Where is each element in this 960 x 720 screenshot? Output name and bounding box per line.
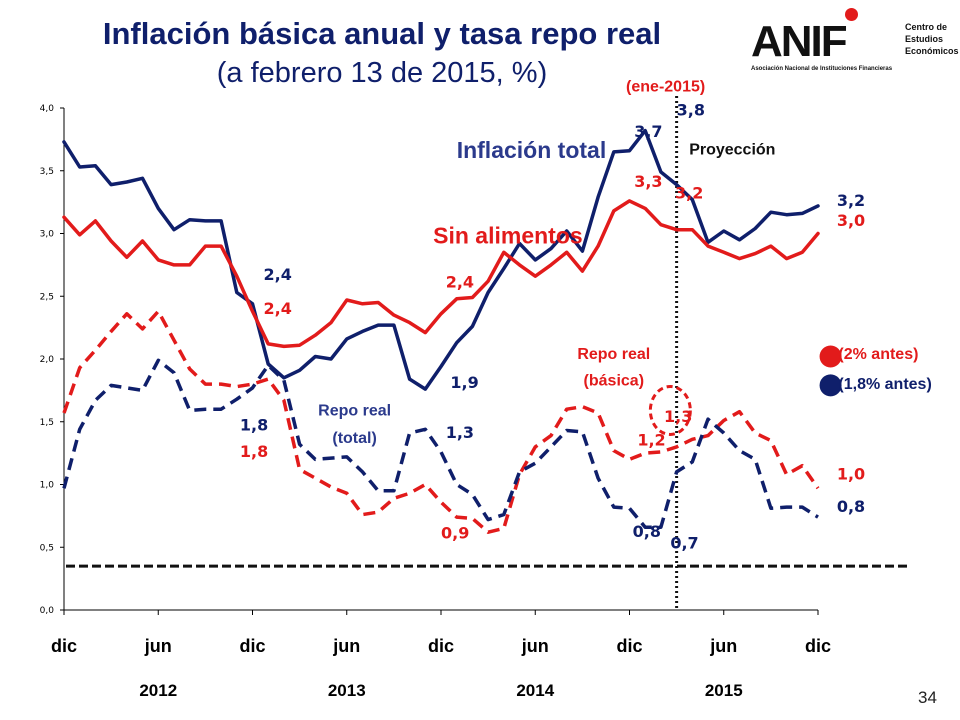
data-label: 1,3 xyxy=(664,407,692,426)
x-tick-label: dic xyxy=(428,636,454,656)
data-label: 0,8 xyxy=(837,497,865,516)
series-line-0 xyxy=(62,128,820,391)
data-label: 3,2 xyxy=(675,183,703,202)
x-tick-label: jun xyxy=(144,636,172,656)
annotation: (2% antes) xyxy=(838,346,918,363)
data-label: 3,2 xyxy=(837,191,865,210)
annotation: Repo real xyxy=(577,346,650,363)
data-label: 0,8 xyxy=(633,522,661,541)
year-label: 2012 xyxy=(139,681,177,700)
y-tick-label: 1,0 xyxy=(40,481,55,491)
highlight-circle xyxy=(648,384,692,436)
logo-mark: ANIF xyxy=(751,17,848,66)
annotation: Sin alimentos xyxy=(433,223,583,249)
data-label: 1,8 xyxy=(240,416,268,435)
annotation: Inflación total xyxy=(457,137,607,163)
data-label: 2,4 xyxy=(446,272,474,291)
x-tick-label: dic xyxy=(805,636,831,656)
y-tick-label: 1,5 xyxy=(40,418,54,428)
legend-marker-1 xyxy=(819,374,842,397)
year-label: 2015 xyxy=(705,681,743,700)
data-label: 1,3 xyxy=(446,423,474,442)
legend-marker-0 xyxy=(819,345,842,368)
y-tick-label: 0,0 xyxy=(40,606,55,616)
data-label: 1,0 xyxy=(837,464,865,483)
y-tick-label: 3,0 xyxy=(40,230,55,240)
series-line-2 xyxy=(62,309,820,534)
data-label: 3,0 xyxy=(837,211,865,230)
year-label: 2013 xyxy=(328,681,366,700)
data-label: 1,9 xyxy=(450,373,478,392)
data-label: 2,4 xyxy=(263,265,291,284)
anif-logo: ANIF Asociación Nacional de Institucione… xyxy=(745,8,959,76)
data-label: 3,8 xyxy=(677,101,705,120)
y-tick-label: 2,0 xyxy=(40,355,55,365)
x-tick-label: jun xyxy=(709,636,737,656)
logo-side-line-2: Estudios xyxy=(905,34,944,44)
y-tick-label: 0,5 xyxy=(40,543,54,553)
x-tick-label: dic xyxy=(616,636,642,656)
annotation: (ene-2015) xyxy=(626,79,705,96)
series-line-1 xyxy=(62,199,820,349)
x-tick-label: jun xyxy=(521,636,549,656)
annotation: (total) xyxy=(332,430,376,447)
data-label: 0,7 xyxy=(670,534,698,553)
y-tick-label: 2,5 xyxy=(40,292,54,302)
x-tick-label: dic xyxy=(239,636,265,656)
chart-title: Inflación básica anual y tasa repo real xyxy=(102,16,662,51)
annotation: Repo real xyxy=(318,402,391,419)
y-tick-label: 3,5 xyxy=(40,167,54,177)
logo-tagline: Asociación Nacional de Instituciones Fin… xyxy=(751,66,893,72)
annotation: (1,8% antes) xyxy=(838,376,931,393)
data-label: 1,2 xyxy=(637,431,665,450)
x-tick-label: jun xyxy=(332,636,360,656)
data-label: 3,3 xyxy=(634,172,662,191)
data-label: 1,8 xyxy=(240,442,268,461)
chart-subtitle: (a febrero 13 de 2015, %) xyxy=(216,57,548,89)
data-label: 2,4 xyxy=(263,299,291,318)
year-label: 2014 xyxy=(516,681,554,700)
data-label: 0,9 xyxy=(441,523,469,542)
page-number: 34 xyxy=(918,688,937,707)
logo-side-line-1: Centro de xyxy=(905,22,948,32)
x-tick-label: dic xyxy=(51,636,77,656)
series-line-3 xyxy=(62,358,819,529)
y-tick-label: 4,0 xyxy=(40,104,55,114)
logo-red-dot-icon xyxy=(845,8,858,21)
data-label: 3,7 xyxy=(634,122,662,141)
annotation: Proyección xyxy=(689,141,775,158)
logo-side-line-3: Económicos xyxy=(905,46,959,56)
annotation: (básica) xyxy=(584,372,644,389)
